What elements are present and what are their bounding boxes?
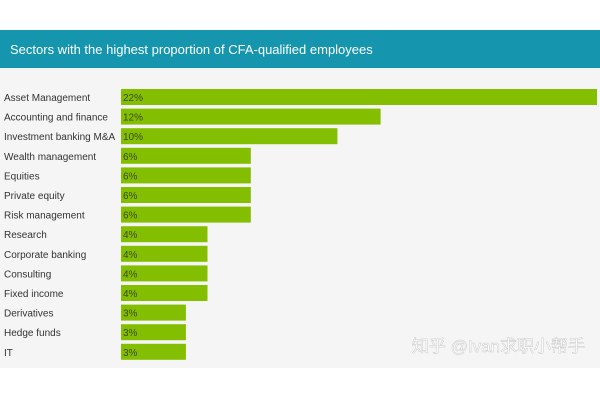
bar bbox=[121, 324, 186, 341]
category-label: Fixed income bbox=[4, 289, 64, 300]
category-labels: Asset Management Accounting and finance In… bbox=[4, 93, 115, 359]
bar bbox=[121, 89, 597, 105]
bar-value-label: 4% bbox=[123, 269, 138, 280]
bars bbox=[121, 89, 597, 360]
category-label: Asset Management bbox=[4, 93, 90, 104]
bar-value-label: 4% bbox=[123, 289, 138, 300]
category-label: Wealth management bbox=[4, 152, 96, 163]
bar bbox=[121, 304, 186, 321]
bar-value-label: 6% bbox=[123, 171, 138, 182]
bar-value-label: 3% bbox=[123, 328, 138, 339]
category-label: Investment banking M&A bbox=[4, 132, 115, 143]
bar-value-label: 6% bbox=[123, 152, 138, 163]
watermark: 知乎 @Ivan求职小帮手 bbox=[412, 337, 585, 356]
bar-value-label: 12% bbox=[123, 113, 143, 124]
bar bbox=[121, 265, 208, 282]
bar-value-label: 22% bbox=[123, 93, 143, 104]
chart-header-background bbox=[0, 30, 600, 68]
category-label: IT bbox=[4, 348, 13, 359]
category-label: Private equity bbox=[4, 191, 65, 202]
bar bbox=[121, 167, 251, 184]
category-label: Equities bbox=[4, 171, 40, 182]
bar bbox=[121, 226, 208, 243]
bar-value-label: 4% bbox=[123, 250, 138, 261]
bar-value-label: 4% bbox=[123, 230, 138, 241]
bar bbox=[121, 128, 338, 145]
category-label: Accounting and finance bbox=[4, 113, 108, 124]
bar bbox=[121, 245, 208, 262]
bar-value-label: 10% bbox=[123, 132, 143, 143]
bar bbox=[121, 187, 251, 203]
bar bbox=[121, 206, 251, 223]
bar bbox=[121, 285, 208, 301]
bar-value-label: 3% bbox=[123, 309, 138, 320]
bar-value-label: 6% bbox=[123, 191, 138, 202]
bar-value-label: 3% bbox=[123, 348, 138, 359]
bar bbox=[121, 108, 381, 125]
data-labels: 22% 12% 10% 6% 6% 6% 6% 4% 4% 4% 4% 3% 3% 3% bbox=[123, 93, 143, 359]
category-label: Consulting bbox=[4, 269, 51, 280]
category-label: Research bbox=[4, 230, 47, 241]
category-label: Hedge funds bbox=[4, 328, 61, 339]
bar-value-label: 6% bbox=[123, 211, 138, 222]
category-label: Corporate banking bbox=[4, 250, 86, 261]
category-label: Risk management bbox=[4, 211, 85, 222]
bar bbox=[121, 147, 251, 164]
category-label: Derivatives bbox=[4, 309, 53, 320]
bar bbox=[121, 343, 186, 360]
chart-title: Sectors with the highest proportion of C… bbox=[10, 42, 373, 57]
